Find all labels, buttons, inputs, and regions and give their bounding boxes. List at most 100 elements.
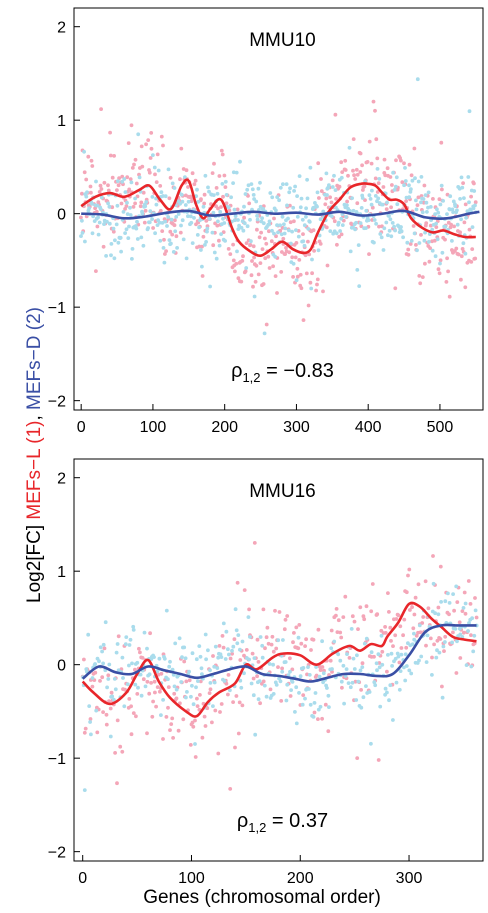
data-point-series1 — [204, 219, 209, 223]
data-point-series1 — [94, 269, 98, 273]
data-point-series1 — [201, 234, 206, 239]
data-point-series2 — [87, 704, 92, 708]
data-point-series2 — [467, 200, 471, 205]
data-point-series1 — [430, 655, 434, 660]
data-point-series1 — [197, 244, 202, 249]
data-point-series1 — [120, 749, 125, 754]
data-point-series1 — [231, 242, 236, 247]
data-point-series1 — [181, 717, 186, 722]
data-point-series2 — [326, 693, 331, 698]
data-point-series1 — [138, 204, 143, 209]
data-point-series1 — [358, 605, 363, 610]
data-point-series1 — [421, 615, 426, 619]
data-point-series2 — [169, 241, 173, 246]
data-point-series2 — [102, 222, 106, 227]
data-point-series2 — [239, 685, 244, 690]
data-point-series1 — [264, 322, 269, 327]
data-point-series2 — [455, 639, 459, 644]
data-point-series1 — [376, 181, 381, 186]
data-point-series2 — [153, 231, 158, 236]
data-point-series1 — [420, 275, 425, 279]
data-point-series2 — [152, 165, 157, 170]
data-point-series1 — [334, 197, 338, 201]
data-point-series1 — [102, 646, 107, 651]
data-point-series1 — [449, 222, 453, 227]
data-point-series2 — [236, 227, 241, 232]
data-point-series2 — [271, 692, 276, 696]
data-point-series1 — [146, 138, 151, 143]
data-point-series1 — [274, 234, 278, 239]
data-point-series2 — [389, 651, 394, 656]
data-point-series2 — [417, 658, 421, 663]
data-point-series1 — [416, 195, 421, 200]
data-point-series1 — [266, 254, 271, 259]
data-point-series1 — [238, 658, 243, 662]
data-point-series2 — [163, 219, 168, 224]
data-point-series1 — [223, 185, 228, 190]
data-point-series2 — [404, 664, 409, 668]
data-point-series2 — [382, 226, 387, 231]
data-point-series1 — [99, 187, 104, 191]
data-point-series2 — [139, 693, 144, 698]
data-point-series2 — [306, 665, 310, 669]
data-point-series1 — [297, 258, 302, 262]
data-point-series1 — [109, 690, 114, 695]
data-point-series1 — [329, 628, 334, 633]
data-point-series1 — [167, 196, 172, 201]
data-point-series2 — [199, 248, 203, 252]
data-point-series2 — [136, 132, 141, 137]
data-point-series2 — [321, 209, 326, 214]
data-point-series1 — [320, 716, 324, 721]
data-point-series1 — [314, 288, 318, 293]
data-point-series2 — [409, 187, 413, 192]
data-point-series2 — [399, 225, 403, 229]
data-point-series1 — [397, 660, 402, 665]
data-point-series1 — [406, 252, 411, 257]
data-point-series2 — [308, 165, 313, 170]
data-point-series2 — [423, 230, 427, 235]
data-point-series1 — [295, 274, 300, 279]
y-tick-label: 0 — [57, 658, 66, 675]
data-point-series1 — [127, 187, 132, 192]
data-point-series2 — [277, 676, 281, 681]
data-point-series2 — [332, 639, 337, 644]
data-point-series1 — [375, 190, 380, 194]
data-point-series1 — [200, 244, 204, 249]
data-point-series1 — [116, 634, 121, 639]
data-point-series1 — [159, 671, 164, 676]
data-point-series1 — [469, 194, 473, 199]
data-point-series2 — [85, 190, 89, 195]
data-point-series1 — [115, 781, 119, 786]
data-point-series1 — [79, 215, 83, 220]
data-point-series2 — [195, 187, 199, 192]
x-tick-label: 100 — [178, 870, 205, 887]
data-point-series2 — [407, 195, 412, 200]
data-point-series2 — [342, 701, 346, 706]
data-point-series2 — [111, 226, 116, 231]
data-point-series2 — [232, 218, 237, 223]
data-point-series1 — [303, 644, 307, 648]
data-point-series1 — [232, 637, 237, 642]
data-point-series2 — [441, 644, 446, 649]
data-point-series2 — [235, 249, 239, 254]
data-point-series2 — [399, 652, 404, 657]
data-point-series1 — [279, 270, 284, 274]
data-point-series2 — [294, 278, 299, 283]
data-point-series1 — [212, 161, 216, 166]
data-point-series2 — [354, 220, 358, 225]
data-point-series2 — [391, 170, 395, 175]
data-point-series1 — [214, 186, 219, 190]
data-point-series2 — [433, 611, 437, 616]
data-point-series2 — [272, 231, 276, 236]
data-point-series2 — [247, 657, 252, 662]
data-point-series1 — [371, 99, 376, 104]
data-point-series2 — [374, 661, 379, 666]
data-point-series1 — [155, 152, 160, 157]
data-point-series1 — [298, 272, 303, 277]
data-point-series1 — [387, 610, 391, 614]
data-point-series1 — [333, 112, 338, 117]
data-point-series1 — [339, 232, 344, 237]
data-point-series2 — [255, 214, 259, 218]
data-point-series2 — [356, 243, 361, 248]
data-point-series1 — [346, 173, 350, 178]
